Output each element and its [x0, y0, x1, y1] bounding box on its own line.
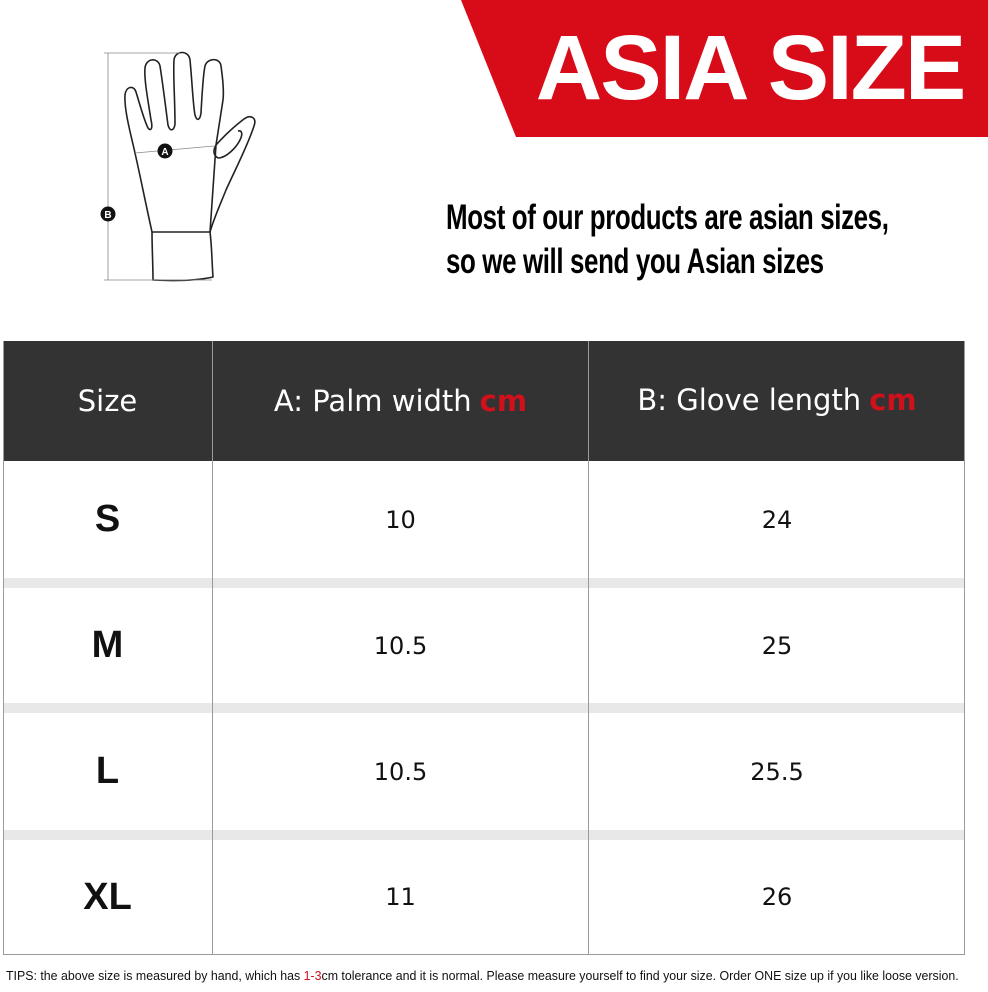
row-separator — [3, 578, 965, 588]
subtitle-line-2: so we will send you Asian sizes — [446, 242, 824, 281]
size-cell: L — [95, 750, 120, 792]
size-cell: M — [91, 624, 124, 666]
glove-length-cell: 25 — [761, 631, 793, 660]
size-chart-table: Size A: Palm width cm B: Glove length cm S… — [3, 341, 965, 955]
glove-length-cell: 24 — [761, 505, 793, 534]
subtitle-line-1: Most of our products are asian sizes, — [446, 198, 889, 237]
palm-width-cell: 11 — [385, 883, 416, 911]
header-size: Size — [3, 341, 212, 461]
palm-width-cell: 10 — [385, 505, 416, 534]
header-glove-length: B: Glove length cm — [589, 341, 965, 461]
glove-measurement-diagram: A B — [100, 51, 256, 282]
header-palm-unit: cm — [479, 384, 528, 418]
glove-outline-icon — [124, 51, 256, 282]
column-divider — [588, 341, 589, 955]
header-length-unit: cm — [869, 383, 917, 417]
table-border — [3, 341, 4, 955]
tips-text: TIPS: the above size is measured by hand… — [6, 968, 304, 983]
palm-width-cell: 10.5 — [373, 757, 428, 786]
glove-length-cell: 25.5 — [750, 757, 804, 786]
glove-length-cell: 26 — [761, 883, 793, 911]
table-border — [964, 341, 965, 955]
header-size-label: Size — [77, 384, 138, 418]
header-palm-label: A: Palm width — [273, 384, 472, 418]
tips-note: TIPS: the above size is measured by hand… — [6, 968, 959, 983]
measurement-lines — [104, 52, 215, 281]
label-b-icon: B — [100, 206, 116, 222]
banner-title: ASIA SIZE — [535, 17, 966, 119]
palm-width-cell: 10.5 — [373, 631, 428, 660]
size-cell: XL — [83, 875, 132, 918]
size-cell: S — [94, 498, 121, 540]
row-separator — [3, 830, 965, 840]
column-divider — [212, 341, 213, 955]
tips-tolerance: 1-3 — [303, 968, 322, 983]
svg-text:A: A — [161, 147, 168, 158]
label-a-icon: A — [157, 143, 173, 159]
header-palm-width: A: Palm width cm — [213, 341, 588, 461]
table-border — [3, 954, 965, 955]
tips-text-end: cm tolerance and it is normal. Please me… — [321, 968, 959, 983]
header-length-label: B: Glove length — [637, 383, 862, 417]
row-separator — [3, 703, 965, 713]
svg-text:B: B — [104, 210, 111, 221]
asia-size-banner — [461, 0, 988, 137]
